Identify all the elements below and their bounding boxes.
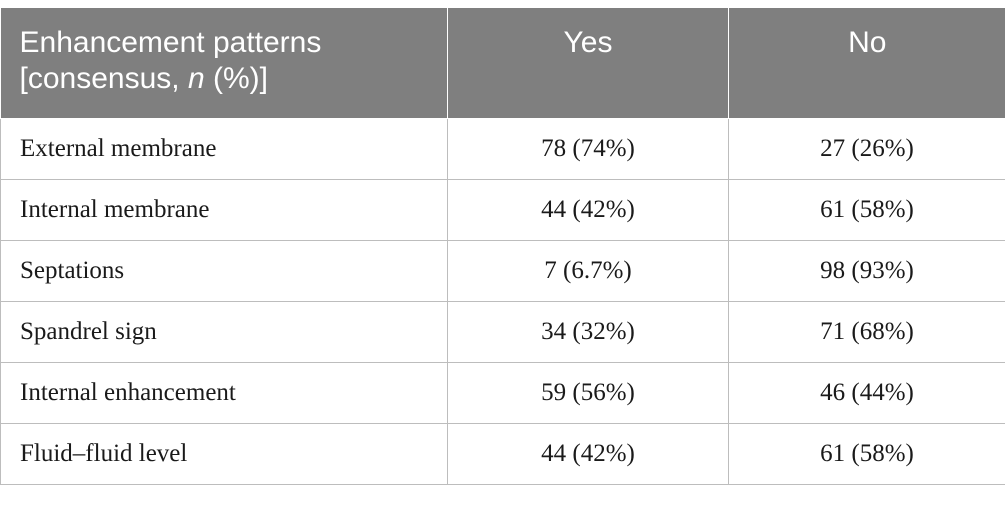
table-body: External membrane 78 (74%) 27 (26%) Inte…: [0, 118, 1005, 485]
header-no: No: [728, 8, 1005, 119]
row-yes-value: 78 (74%): [447, 118, 729, 180]
row-yes-value: 34 (32%): [447, 301, 729, 363]
table-row: Internal enhancement 59 (56%) 46 (44%): [0, 362, 1005, 424]
row-label: Internal enhancement: [0, 362, 448, 424]
header-yes: Yes: [447, 8, 729, 119]
table-row: External membrane 78 (74%) 27 (26%): [0, 118, 1005, 180]
row-yes-value: 7 (6.7%): [447, 240, 729, 302]
row-label: Internal membrane: [0, 179, 448, 241]
header-line2-n: n: [187, 62, 205, 95]
row-no-value: 46 (44%): [728, 362, 1005, 424]
row-label: External membrane: [0, 118, 448, 180]
row-no-value: 71 (68%): [728, 301, 1005, 363]
row-no-value: 61 (58%): [728, 423, 1005, 485]
table-row: Fluid–fluid level 44 (42%) 61 (58%): [0, 423, 1005, 485]
row-no-value: 27 (26%): [728, 118, 1005, 180]
table-row: Septations 7 (6.7%) 98 (93%): [0, 240, 1005, 302]
row-yes-value: 44 (42%): [447, 423, 729, 485]
header-enhancement-patterns: Enhancement patterns [consensus, n (%)]: [0, 8, 448, 119]
row-yes-value: 44 (42%): [447, 179, 729, 241]
table-row: Spandrel sign 34 (32%) 71 (68%): [0, 301, 1005, 363]
enhancement-patterns-table: Enhancement patterns [consensus, n (%)] Y…: [0, 8, 1005, 485]
row-no-value: 61 (58%): [728, 179, 1005, 241]
header-line1: Enhancement patterns: [19, 26, 322, 59]
header-row: Enhancement patterns [consensus, n (%)] Y…: [0, 8, 1005, 119]
row-yes-value: 59 (56%): [447, 362, 729, 424]
row-label: Fluid–fluid level: [0, 423, 448, 485]
header-line2-pre: [consensus,: [19, 62, 188, 95]
table-row: Internal membrane 44 (42%) 61 (58%): [0, 179, 1005, 241]
row-label: Septations: [0, 240, 448, 302]
row-label: Spandrel sign: [0, 301, 448, 363]
header-line2-post: (%)]: [204, 62, 268, 95]
row-no-value: 98 (93%): [728, 240, 1005, 302]
table-header: Enhancement patterns [consensus, n (%)] Y…: [0, 8, 1005, 119]
